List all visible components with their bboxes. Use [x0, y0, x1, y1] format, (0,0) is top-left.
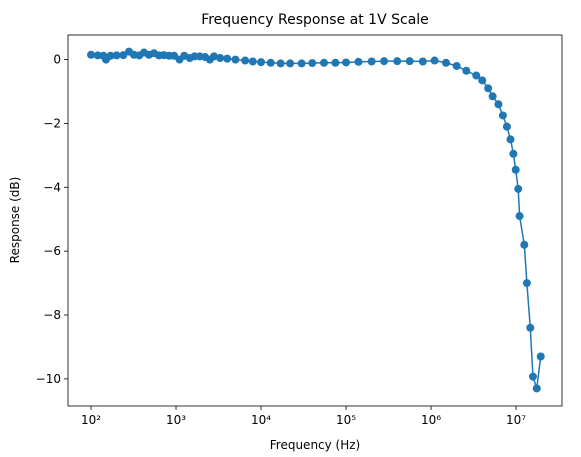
data-point	[112, 51, 121, 60]
x-tick-label: 10⁶	[421, 413, 441, 427]
x-tick-label: 10²	[81, 413, 101, 427]
data-point	[528, 372, 537, 381]
series-line	[90, 50, 542, 389]
data-point	[106, 51, 115, 60]
data-point	[478, 76, 487, 85]
data-point	[342, 58, 351, 67]
data-point	[506, 135, 515, 144]
data-point	[484, 84, 493, 93]
data-point	[520, 240, 529, 249]
data-point	[297, 59, 306, 68]
y-tick-label: 0	[53, 53, 61, 67]
data-point	[472, 71, 481, 80]
x-axis-label: Frequency (Hz)	[270, 438, 361, 452]
y-tick-label: −4	[43, 180, 61, 194]
data-point	[210, 52, 219, 61]
chart-title: Frequency Response at 1V Scale	[201, 12, 429, 28]
data-point	[223, 54, 232, 63]
data-point	[430, 56, 439, 65]
data-point	[502, 122, 511, 131]
data-point	[308, 59, 317, 68]
data-point	[393, 57, 402, 66]
x-tick-label: 10³	[166, 413, 186, 427]
data-point	[515, 212, 524, 221]
data-point	[319, 58, 328, 67]
data-point	[498, 111, 507, 120]
data-point	[462, 66, 471, 75]
data-point	[405, 57, 414, 66]
data-point	[231, 55, 240, 64]
data-point	[266, 58, 275, 67]
x-tick-label: 10⁷	[506, 413, 526, 427]
data-point	[514, 184, 523, 193]
y-axis-label: Response (dB)	[8, 177, 22, 264]
data-point	[241, 56, 250, 65]
data-point	[418, 57, 427, 66]
data-point	[536, 352, 545, 361]
data-point	[367, 57, 376, 66]
y-tick-label: −2	[43, 116, 61, 130]
data-point	[494, 100, 503, 109]
y-tick-label: −6	[43, 244, 61, 258]
data-point	[286, 59, 295, 68]
data-point	[248, 57, 257, 66]
data-point	[526, 323, 535, 332]
data-point	[276, 59, 285, 68]
data-point	[331, 58, 340, 67]
data-point	[257, 58, 266, 67]
y-tick-label: −8	[43, 308, 61, 322]
data-point	[87, 50, 96, 59]
data-point	[509, 149, 518, 158]
data-point	[532, 384, 541, 393]
data-point	[216, 53, 225, 62]
y-tick-label: −10	[36, 372, 61, 386]
data-point	[442, 58, 451, 67]
data-point	[522, 279, 531, 288]
data-point	[354, 57, 363, 66]
data-point	[452, 61, 461, 70]
axes-frame	[67, 34, 563, 407]
x-tick-label: 10⁴	[251, 413, 271, 427]
x-tick-label: 10⁵	[336, 413, 356, 427]
data-point	[511, 165, 520, 174]
data-point	[93, 51, 102, 60]
data-point	[380, 57, 389, 66]
data-point	[488, 92, 497, 101]
